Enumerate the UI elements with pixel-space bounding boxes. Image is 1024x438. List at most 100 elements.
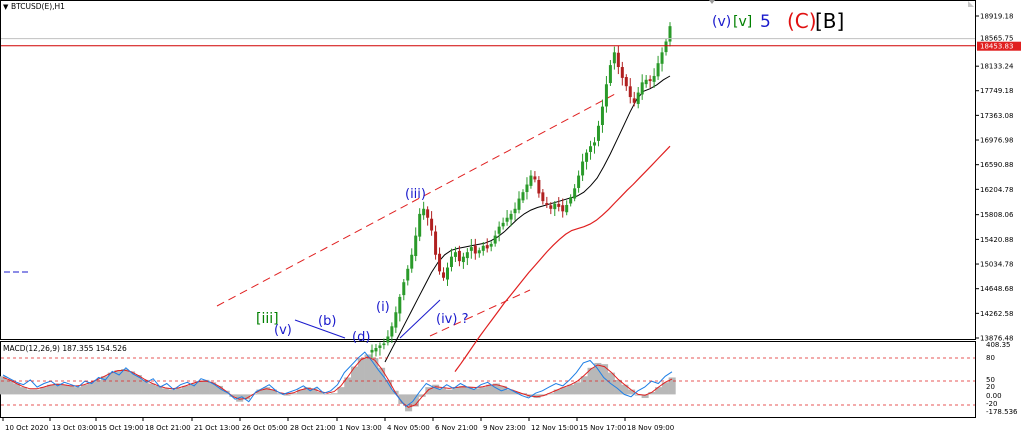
price-axis: 18919.18 18133.24 17749.18 17363.08 16976.98… <box>975 13 1014 343</box>
top-label-v-bracket: [v] <box>733 14 752 30</box>
price-tick-label: 18919.18 <box>980 13 1013 21</box>
candle <box>648 75 652 88</box>
candle <box>620 61 624 86</box>
time-tick-label: 13 Oct 03:00 <box>52 424 98 432</box>
macd-histogram-bar <box>344 377 352 395</box>
candle <box>628 78 632 104</box>
current-price-tag: 18565.75 <box>977 33 1021 43</box>
price-tick-label: 14648.68 <box>980 285 1013 293</box>
macd-histogram-bar <box>574 382 582 395</box>
scroll-marker-icon[interactable] <box>968 1 974 7</box>
macd-histogram-bar <box>614 379 622 395</box>
macd-histogram-bar <box>445 389 453 395</box>
candle <box>378 342 382 356</box>
wave-connector-line-2 <box>399 299 441 339</box>
candle <box>410 248 414 273</box>
macd-histogram-bar <box>546 393 555 395</box>
macd-line <box>2 351 673 408</box>
wave-label-iv: (iv) ? <box>436 312 468 327</box>
candle <box>644 75 648 88</box>
macd-histogram-bar <box>242 394 250 400</box>
candle <box>481 242 485 256</box>
candle <box>596 120 600 147</box>
time-tick-label: 28 Oct 21:00 <box>290 424 336 432</box>
candle <box>461 252 465 269</box>
price-tick-label: 14262.58 <box>980 310 1013 318</box>
candle <box>445 262 449 286</box>
macd-histogram-bar <box>290 393 298 395</box>
candle <box>473 238 477 260</box>
time-tick-label: 4 Nov 05:00 <box>387 424 430 432</box>
macd-histogram-bar <box>100 376 109 395</box>
candle <box>370 344 374 359</box>
candle <box>465 248 469 266</box>
candle <box>414 227 418 262</box>
macd-histogram-bar <box>6 379 14 395</box>
candle <box>477 247 481 258</box>
macd-histogram-bar <box>553 389 561 395</box>
macd-histogram-bar <box>107 372 115 395</box>
macd-histogram-bar <box>40 387 48 395</box>
candle <box>604 76 608 113</box>
wave-connector-line <box>294 319 346 339</box>
macd-histogram-bar <box>155 385 163 395</box>
macd-histogram-bar <box>94 379 102 395</box>
lower-channel-line <box>429 289 531 337</box>
macd-histogram-bar <box>655 387 663 395</box>
time-tick-label: 12 Nov 15:00 <box>531 424 578 432</box>
macd-histogram-bar <box>472 388 480 395</box>
time-tick-label: 21 Oct 13:00 <box>194 424 240 432</box>
macd-histogram-bar <box>276 393 284 395</box>
price-tick-label: 16204.78 <box>980 186 1013 194</box>
macd-histogram-bar <box>560 387 568 395</box>
macd-histogram-bar <box>256 389 264 395</box>
moving-average-black <box>384 75 671 363</box>
macd-histogram-bar <box>195 381 203 395</box>
macd-histogram-bar <box>506 389 514 395</box>
candle <box>521 189 525 204</box>
candle <box>517 191 521 214</box>
macd-histogram-bar <box>209 382 217 395</box>
candle <box>636 86 640 109</box>
main-chart-frame <box>0 0 976 340</box>
candle <box>660 47 664 72</box>
macd-histogram-bar <box>594 362 602 395</box>
macd-histogram-bar <box>73 387 82 395</box>
candle <box>632 91 636 107</box>
macd-histogram-bar <box>46 384 54 395</box>
wave-label-i: (i) <box>376 300 390 315</box>
candle <box>493 230 497 247</box>
candle <box>374 344 378 357</box>
macd-histogram-bar <box>337 387 345 395</box>
candle <box>402 278 406 301</box>
macd-histogram-bar <box>323 394 332 395</box>
macd-tick-label: -20 <box>986 400 997 408</box>
macd-histogram-bar <box>634 394 642 396</box>
time-tick-label: 6 Nov 21:00 <box>435 424 478 432</box>
macd-histogram-bar <box>418 394 426 397</box>
macd-histogram-bar <box>357 358 365 395</box>
macd-histogram-bar <box>459 385 467 395</box>
macd-histogram-bar <box>296 389 305 395</box>
macd-histogram-bar <box>351 366 359 395</box>
top-label-B: [B] <box>815 9 844 33</box>
candle <box>394 306 398 333</box>
macd-histogram-bar <box>303 387 311 395</box>
candle <box>640 74 644 100</box>
macd-histogram-bar <box>621 384 629 395</box>
candle <box>608 60 612 86</box>
upper-channel-line <box>216 92 618 307</box>
top-label-5: 5 <box>760 12 771 32</box>
candle <box>557 197 561 212</box>
dropdown-glyph[interactable]: ▼ <box>3 3 9 11</box>
macd-histogram-bar <box>13 383 21 395</box>
macd-histogram-bar <box>405 394 413 412</box>
price-plot-area <box>1 22 975 372</box>
shift-marker-icon[interactable] <box>709 0 715 4</box>
price-tick-label: 15420.88 <box>980 236 1013 244</box>
macd-histogram-bar <box>384 379 392 395</box>
macd-histogram-bar <box>134 375 142 395</box>
candle <box>664 38 668 56</box>
moving-average-red <box>454 145 671 372</box>
time-tick-label: 15 Oct 19:00 <box>98 424 144 432</box>
